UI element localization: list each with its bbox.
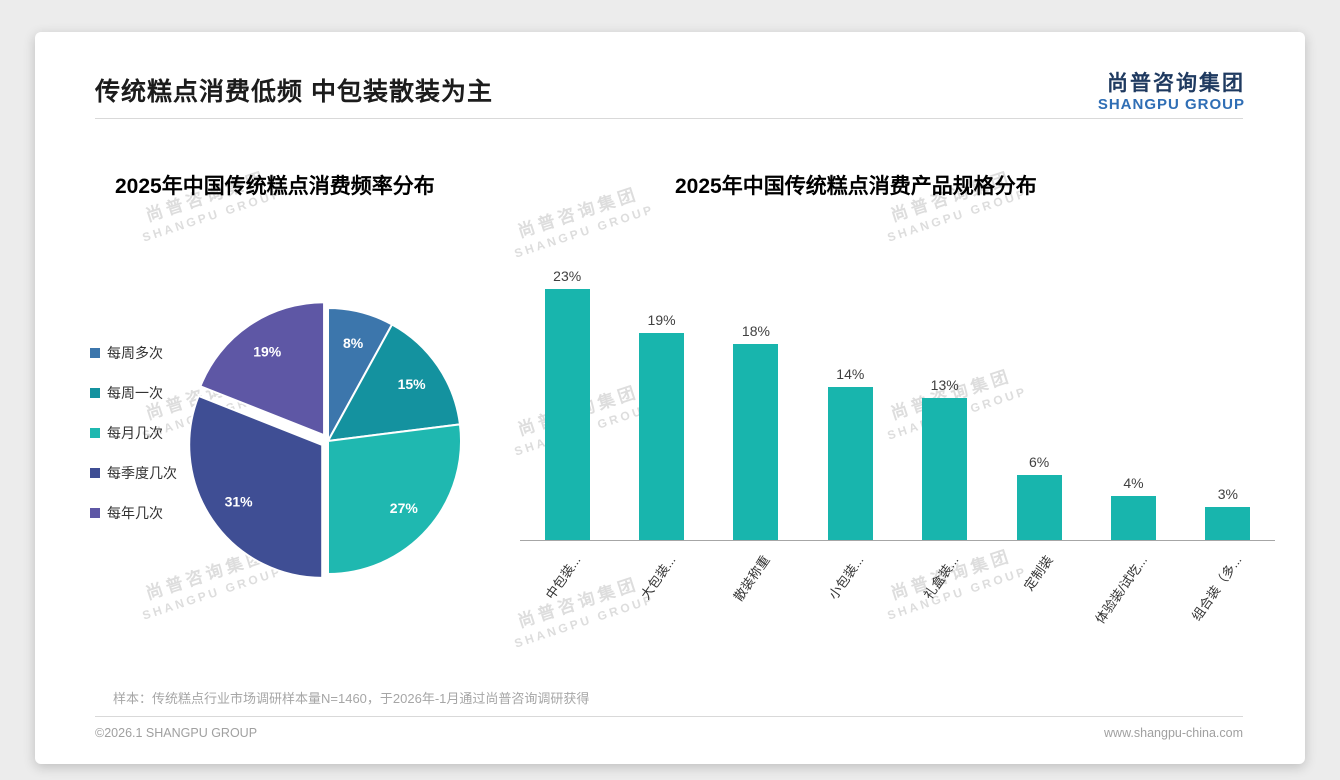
pie-slice — [199, 301, 326, 437]
bar-value-label: 18% — [741, 323, 770, 339]
bar-chart-section: 2025年中国传统糕点消费产品规格分布 23% 19% 18% 14% 13% 6% 4% 3… — [520, 142, 1275, 633]
pie-slice-label: 27% — [390, 500, 419, 516]
bar-plot-area: 23% 19% 18% 14% 13% 6% 4% 3% — [520, 241, 1275, 541]
bar-category-label: 体验装/试吃... — [1092, 552, 1151, 627]
bar-category-label: 定制装 — [1021, 552, 1056, 594]
pie-chart: 8% 15% 27% 31% 19% — [188, 301, 462, 579]
company-logo: 尚普咨询集团 SHANGPU GROUP — [1098, 72, 1245, 113]
pie-chart-title: 2025年中国传统糕点消费频率分布 — [115, 175, 435, 198]
bar-chart: 23% 19% 18% 14% 13% 6% 4% 3% 中包装... 大包装... 散装称重 小包… — [520, 241, 1275, 633]
legend-item: 每周一次 — [90, 383, 178, 403]
legend-label: 每季度几次 — [107, 465, 177, 481]
footer-divider — [95, 716, 1243, 717]
bar-category-label: 大包装... — [637, 552, 679, 603]
bar-value-label: 4% — [1123, 475, 1144, 491]
logo-chinese-text: 尚普咨询集团 — [1107, 72, 1245, 95]
bar-category-label: 散装称重 — [730, 552, 773, 604]
bar-category-cell: 大包装... — [614, 541, 708, 633]
bar-value-label: 23% — [553, 268, 582, 284]
bar-value-label: 19% — [647, 312, 676, 328]
bar-category-label: 小包装... — [826, 552, 867, 603]
bar-group: 4% — [1086, 475, 1180, 540]
legend-item: 每月几次 — [90, 423, 178, 443]
header: 传统糕点消费低频 中包装散装为主 尚普咨询集团 SHANGPU GROUP — [95, 72, 1245, 113]
legend-item: 每季度几次 — [90, 463, 178, 483]
bar-group: 18% — [709, 323, 803, 540]
bar-value-label: 3% — [1217, 486, 1238, 502]
pie-chart-section: 2025年中国传统糕点消费频率分布 每周多次每周一次每月几次每季度几次每年几次 … — [90, 142, 520, 633]
pie-slice-label: 31% — [225, 494, 254, 510]
bar — [1205, 507, 1251, 540]
bar-category-axis: 中包装... 大包装... 散装称重 小包装... 礼盒装... 定制装 体验装/试吃...… — [520, 541, 1275, 633]
legend-marker — [90, 348, 100, 358]
bar-category-cell: 组合装（多... — [1181, 541, 1275, 633]
bar-category-cell: 散装称重 — [709, 541, 803, 633]
bar-category-cell: 小包装... — [803, 541, 897, 633]
legend-label: 每周多次 — [107, 345, 163, 361]
pie-slice — [188, 394, 324, 579]
pie-slice — [327, 423, 462, 576]
footer-website: www.shangpu-china.com — [1104, 726, 1243, 740]
bar — [827, 387, 873, 540]
pie-slice — [326, 323, 462, 443]
legend-label: 每月几次 — [107, 425, 163, 441]
pie-slice-label: 15% — [398, 376, 427, 392]
pie-legend: 每周多次每周一次每月几次每季度几次每年几次 — [90, 291, 178, 591]
bar-group: 19% — [614, 312, 708, 540]
bar-category-cell: 定制装 — [992, 541, 1086, 633]
legend-marker — [90, 428, 100, 438]
bar — [1110, 496, 1156, 540]
logo-english-text: SHANGPU GROUP — [1097, 96, 1245, 114]
bar-group: 23% — [520, 268, 614, 540]
bar-category-cell: 礼盒装... — [898, 541, 992, 633]
sample-note: 样本：传统糕点行业市场调研样本量N=1460，于2026年-1月通过尚普咨询调研… — [113, 691, 590, 706]
pie-chart-area: 每周多次每周一次每月几次每季度几次每年几次 8% 15% 27% 31% 19% — [90, 291, 520, 591]
bar-category-label: 中包装... — [542, 552, 584, 603]
legend-item: 每周多次 — [90, 343, 178, 363]
bar-category-cell: 体验装/试吃... — [1086, 541, 1180, 633]
header-divider — [95, 118, 1243, 119]
legend-item: 每年几次 — [90, 503, 178, 523]
bar-group: 13% — [898, 377, 992, 540]
bar — [1016, 475, 1062, 540]
legend-marker — [90, 468, 100, 478]
legend-label: 每年几次 — [107, 505, 163, 521]
bar — [639, 333, 685, 540]
page-title: 传统糕点消费低频 中包装散装为主 — [95, 78, 493, 106]
pie-slice-label: 19% — [253, 344, 282, 360]
bar-value-label: 13% — [930, 377, 959, 393]
bar-value-label: 6% — [1028, 454, 1050, 470]
legend-marker — [90, 508, 100, 518]
footer: ©2026.1 SHANGPU GROUP www.shangpu-china.… — [95, 726, 1243, 740]
bar — [922, 398, 968, 540]
footer-copyright: ©2026.1 SHANGPU GROUP — [95, 726, 258, 740]
bar — [733, 344, 779, 540]
bar-group: 6% — [992, 454, 1086, 540]
bar-chart-title: 2025年中国传统糕点消费产品规格分布 — [675, 175, 1037, 198]
bar — [544, 289, 590, 540]
legend-marker — [90, 388, 100, 398]
bar-group: 3% — [1181, 486, 1275, 540]
pie-slice-label: 8% — [343, 335, 364, 351]
slide-card: 尚普咨询集团 SHANGPU GROUP 尚普咨询集团 SHANGPU GROUP 尚普… — [35, 32, 1305, 764]
bar-group: 14% — [803, 366, 897, 540]
bar-category-cell: 中包装... — [520, 541, 614, 633]
legend-label: 每周一次 — [107, 385, 163, 401]
bar-category-label: 礼盒装... — [920, 552, 962, 603]
bar-value-label: 14% — [836, 366, 865, 382]
charts-row: 2025年中国传统糕点消费频率分布 每周多次每周一次每月几次每季度几次每年几次 … — [90, 142, 1275, 633]
bar-category-label: 组合装（多... — [1188, 552, 1245, 624]
